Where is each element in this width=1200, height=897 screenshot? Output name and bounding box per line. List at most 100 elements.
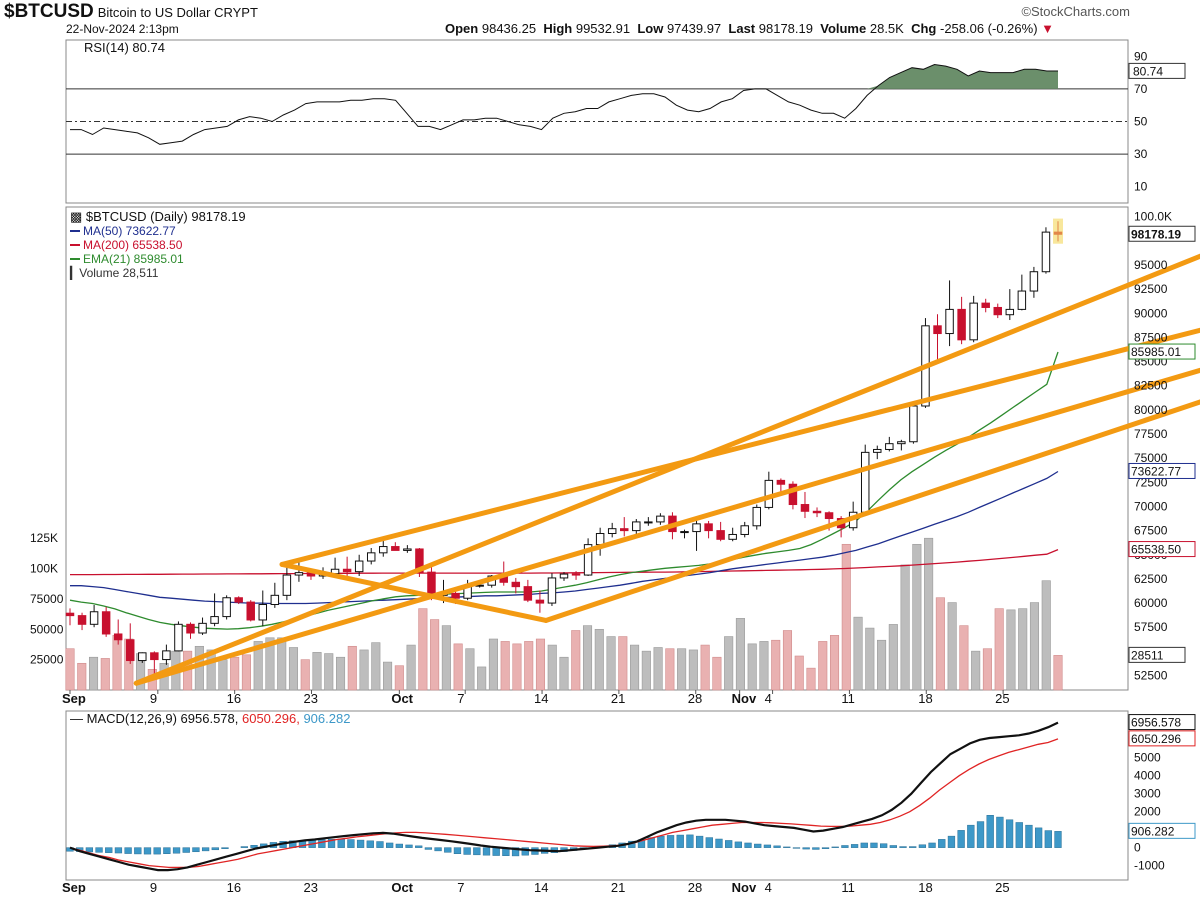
legend-entry: EMA(21) 85985.01 — [83, 252, 184, 266]
volume-tick: 75000 — [30, 592, 64, 606]
macd-tick: -1000 — [1134, 859, 1165, 873]
channel-v-right — [543, 399, 1200, 623]
macd-histogram-bar — [250, 845, 258, 848]
volume-bar — [288, 647, 299, 691]
macd-histogram-bar — [1034, 827, 1043, 848]
volume-tick: 125K — [30, 531, 58, 545]
volume-bar — [594, 628, 604, 691]
volume-bar — [630, 644, 640, 691]
price-tick: 82500 — [1134, 379, 1168, 393]
price-tick: 52500 — [1134, 669, 1168, 683]
x-axis-label: 25 — [995, 691, 1009, 706]
volume-bar — [441, 625, 451, 691]
price-tick: 80000 — [1134, 403, 1168, 417]
macd-x-axis-label: 4 — [765, 880, 772, 895]
price-tick: 67500 — [1134, 524, 1168, 538]
macd-histogram-bar — [715, 838, 723, 848]
volume-bar — [806, 667, 816, 691]
volume-bar — [900, 564, 910, 691]
candle-body — [620, 528, 629, 532]
macd-tag-box — [1128, 730, 1196, 747]
macd-histogram-bar — [1044, 830, 1052, 848]
macd-tick: 0 — [1134, 841, 1141, 855]
volume-bar — [241, 654, 251, 691]
macd-histogram-bar — [114, 847, 123, 854]
macd-histogram-bar — [725, 840, 733, 848]
macd-histogram-bar — [899, 846, 907, 848]
candle-body — [885, 443, 894, 450]
macd-histogram-bar — [386, 842, 394, 848]
macd-histogram-bar — [521, 847, 529, 856]
price-tick: 90000 — [1134, 306, 1168, 320]
macd-histogram-bar — [986, 815, 994, 848]
volume-bar — [665, 648, 675, 691]
macd-histogram-bar — [1005, 819, 1014, 848]
macd-histogram-bar — [821, 847, 830, 849]
volume-bar — [512, 643, 522, 691]
macd-x-axis-label: 21 — [611, 880, 625, 895]
candle-body — [174, 623, 183, 652]
macd-histogram-bar — [802, 847, 810, 850]
macd-histogram-bar — [192, 847, 200, 853]
candle-body — [379, 546, 388, 554]
legend-entry: MA(200) 65538.50 — [83, 238, 183, 252]
volume-bar — [477, 666, 487, 691]
candle-body — [150, 652, 159, 661]
macd-histogram-bar — [1025, 824, 1033, 848]
macd-x-axis-label: Oct — [391, 880, 413, 895]
volume-bar — [500, 641, 510, 691]
volume-tick: 50000 — [30, 622, 64, 636]
x-axis-label: 4 — [765, 691, 772, 706]
volume-bar — [418, 608, 428, 691]
macd-tick: 3000 — [1134, 787, 1161, 801]
price-tick: 62500 — [1134, 572, 1168, 586]
volume-bar — [971, 650, 981, 691]
price-tick: 95000 — [1134, 258, 1168, 272]
volume-bar — [230, 656, 240, 691]
macd-histogram-bar — [850, 844, 859, 848]
candle-body — [186, 623, 195, 634]
rsi-value-tag-box — [1128, 62, 1186, 79]
price-tick: 100.0K — [1134, 210, 1172, 224]
price-tick: 87500 — [1134, 330, 1168, 344]
ma50-tag: 73622.77 — [1131, 464, 1181, 478]
macd-histogram-bar — [337, 838, 345, 848]
candle-body — [945, 308, 954, 335]
macd-histogram-bar — [744, 842, 752, 848]
candle-body — [788, 483, 798, 506]
price-title: ▩ $BTCUSD (Daily) 98178.19 — [70, 209, 246, 224]
volume-bar — [324, 653, 334, 691]
macd-histogram-bar — [492, 847, 500, 856]
x-axis-label: 7 — [457, 691, 464, 706]
x-axis-label: 11 — [841, 691, 855, 706]
volume-bar — [653, 647, 663, 691]
macd-tag: 906.282 — [1131, 824, 1175, 838]
volume-bar — [335, 656, 346, 691]
x-axis-label: 16 — [227, 691, 241, 706]
candle-body — [101, 611, 111, 635]
macd-histogram-bar — [1015, 822, 1023, 848]
macd-x-axis-label: 7 — [457, 880, 464, 895]
candle-body — [993, 306, 1002, 316]
macd-histogram-bar — [511, 847, 520, 857]
macd-histogram-bar — [405, 844, 413, 848]
candle-body — [812, 510, 822, 514]
macd-line — [69, 721, 1059, 872]
x-axis-label: 23 — [304, 691, 318, 706]
volume-bar — [759, 641, 769, 691]
macd-x-axis-label: 14 — [534, 880, 548, 895]
macd-histogram-bar — [870, 842, 878, 848]
macd-histogram-bar — [201, 847, 210, 852]
candle-body — [294, 572, 304, 576]
rsi-tick-10: 10 — [1134, 180, 1148, 194]
macd-histogram-bar — [841, 845, 849, 848]
candle-body — [89, 611, 99, 625]
volume-bar — [877, 639, 887, 691]
macd-histogram-bar — [463, 847, 471, 855]
candle-body — [632, 521, 641, 532]
volume-bar — [888, 624, 898, 691]
volume-bar — [712, 656, 722, 691]
candle-body — [740, 525, 749, 535]
macd-tag: 6956.578 — [1131, 716, 1181, 730]
